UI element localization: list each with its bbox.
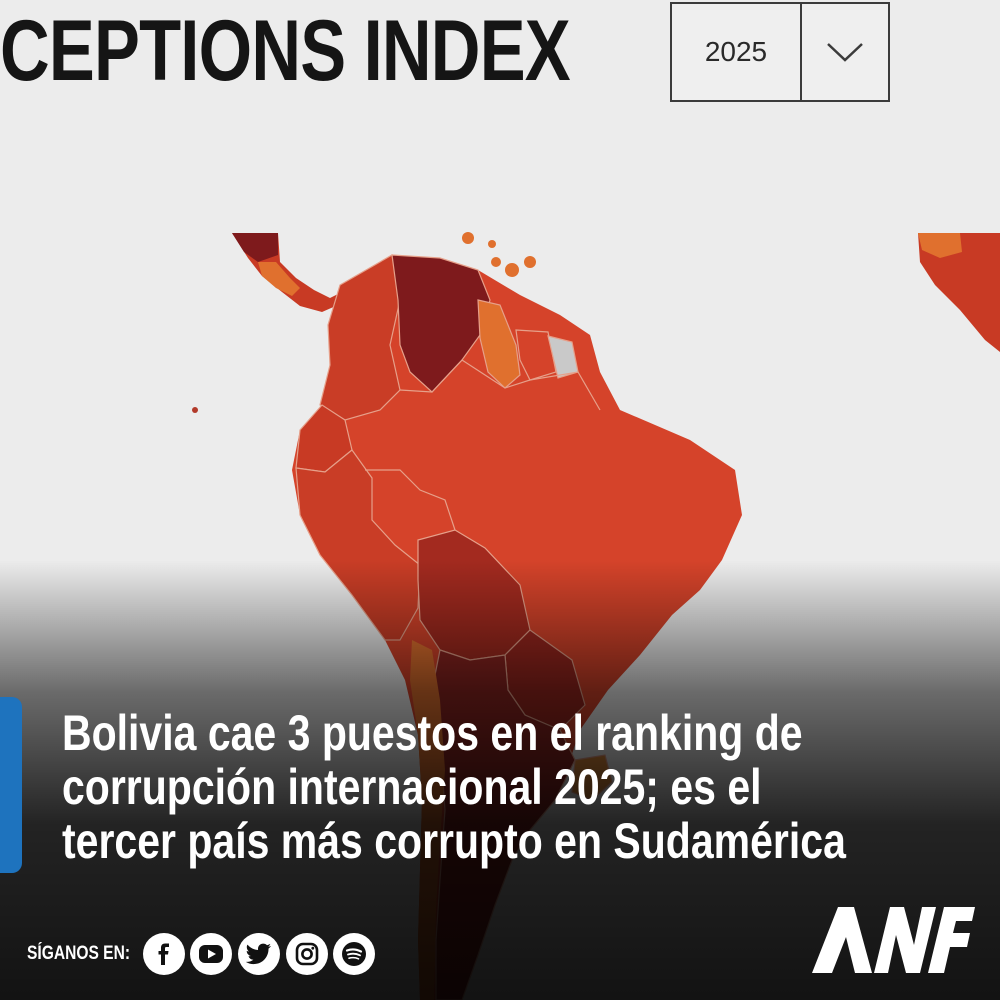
chevron-down-icon: [802, 4, 888, 100]
headline-line: Bolivia cae 3 puestos en el ranking de: [62, 705, 803, 761]
year-select[interactable]: 2025: [670, 2, 890, 102]
youtube-icon[interactable]: [190, 933, 232, 975]
map-guyana: [477, 299, 521, 389]
follow-label: SÍGANOS EN:: [27, 943, 131, 964]
headline: Bolivia cae 3 puestos en el ranking de c…: [62, 706, 1000, 868]
headline-line: corrupción internacional 2025; es el: [62, 759, 762, 815]
map-brazil-west-border: [365, 469, 456, 531]
map-galapagos: [192, 407, 198, 413]
map-guatemala: [232, 233, 278, 262]
anf-logo: [810, 905, 975, 975]
year-select-value: 2025: [672, 4, 802, 100]
map-suriname: [515, 329, 557, 381]
map-island: [491, 257, 501, 267]
headline-line: tercer país más corrupto en Sudamérica: [62, 813, 846, 869]
accent-bar: [0, 697, 22, 873]
instagram-icon[interactable]: [286, 933, 328, 975]
map-brazil-border: [399, 359, 601, 411]
map-island: [505, 263, 519, 277]
twitter-icon[interactable]: [238, 933, 280, 975]
map-africa-edge: [918, 233, 1000, 352]
map-island: [462, 232, 474, 244]
facebook-icon[interactable]: [143, 933, 185, 975]
map-costa-rica: [258, 262, 300, 296]
index-header: CEPTIONS INDEX 2025: [0, 0, 1000, 225]
map-africa-edge-north: [918, 233, 962, 258]
map-island: [524, 256, 536, 268]
page-title: CEPTIONS INDEX: [0, 3, 571, 99]
map-colombia: [319, 254, 401, 421]
map-island: [488, 240, 496, 248]
spotify-icon[interactable]: [333, 933, 375, 975]
